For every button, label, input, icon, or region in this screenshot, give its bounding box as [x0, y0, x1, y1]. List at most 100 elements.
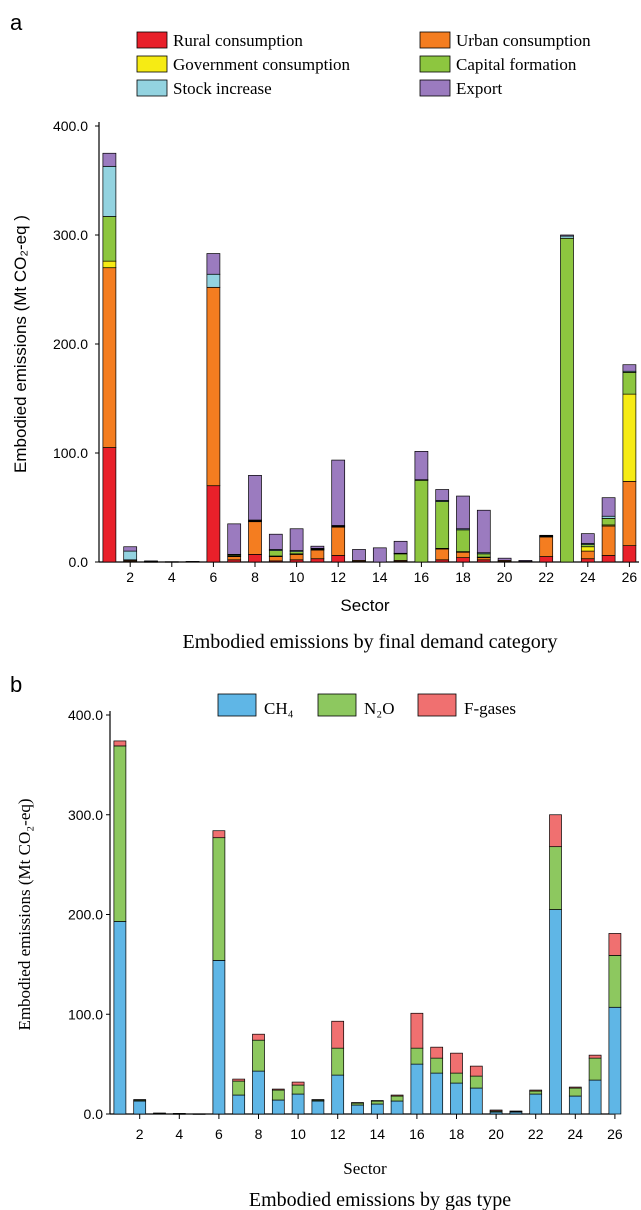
bar-segment: [123, 550, 138, 561]
bar-segment: [102, 260, 117, 269]
x-tick-label: 14: [372, 569, 388, 585]
bar-segment: [351, 1102, 364, 1104]
bar-segment: [390, 1095, 404, 1102]
x-axis-title: Sector: [340, 596, 389, 615]
legend-item: Government consumption: [136, 55, 351, 74]
legend-label: N₂O: [364, 699, 394, 718]
legend-label: Stock increase: [173, 79, 272, 98]
legend-item: F-gases: [417, 693, 516, 718]
bar-segment: [568, 1086, 582, 1089]
bar-segment: [331, 555, 346, 563]
x-tick-label: 16: [414, 569, 430, 585]
bar-segment: [469, 1075, 483, 1089]
bar-segment: [435, 489, 450, 501]
x-tick-label: 26: [607, 1126, 623, 1142]
bar-segment: [113, 740, 127, 747]
legend-swatch: [417, 693, 457, 717]
bar-segment: [289, 528, 304, 551]
bar-segment: [390, 1100, 404, 1115]
y-tick-label: 300.0: [68, 807, 103, 823]
y-tick-label: 100.0: [53, 445, 88, 461]
legend-swatch: [136, 55, 168, 73]
bar-segment: [212, 837, 226, 961]
bar-segment: [456, 551, 470, 558]
bar-segment: [248, 474, 262, 521]
bar-segment: [469, 1087, 483, 1115]
bar-segment: [331, 1020, 345, 1049]
bar-segment: [601, 525, 616, 556]
bar-segment: [331, 1047, 345, 1076]
x-tick-label: 8: [255, 1126, 263, 1142]
bar-segment: [601, 497, 616, 517]
bar-segment: [622, 480, 637, 546]
legend-swatch: [419, 55, 451, 73]
legend-item: N₂O: [317, 693, 394, 718]
bar-segment: [206, 286, 221, 487]
legend-label: Government consumption: [173, 55, 351, 74]
bar-segment: [410, 1012, 424, 1049]
bar-segment: [206, 485, 221, 563]
bar-segment: [252, 1039, 265, 1072]
x-axis-title: Sector: [343, 1159, 387, 1178]
x-tick-label: 12: [330, 1126, 346, 1142]
bar-segment: [450, 1072, 463, 1084]
x-tick-label: 10: [290, 1126, 306, 1142]
bar-segment: [450, 1052, 463, 1074]
bar-segment: [372, 547, 387, 563]
bar-segment: [212, 830, 226, 839]
bar-segment: [393, 553, 408, 561]
bar-segment: [291, 1081, 305, 1086]
panel-label: a: [10, 10, 23, 35]
bar-segment: [153, 1112, 166, 1114]
bar-segment: [351, 1104, 364, 1115]
bar-segment: [549, 909, 562, 1115]
bar-segment: [232, 1094, 246, 1115]
bar-segment: [144, 560, 158, 562]
legend-swatch: [419, 79, 451, 97]
legend-swatch: [217, 693, 257, 717]
bars: [113, 740, 622, 1115]
bar-segment: [102, 165, 117, 217]
bar-segment: [291, 1084, 305, 1095]
bar-segment: [227, 523, 242, 555]
bar-segment: [588, 1057, 602, 1081]
legend: CH₄ N₂O F-gases: [217, 693, 516, 718]
chart-caption: Embodied emissions by final demand categ…: [183, 631, 558, 653]
bar-segment: [311, 1100, 325, 1115]
bar-segment: [529, 1093, 543, 1115]
bar-segment: [390, 1094, 404, 1097]
bar-segment: [509, 1110, 523, 1112]
y-tick-label: 400.0: [68, 707, 103, 723]
bar-segment: [529, 1090, 543, 1095]
bar-segment: [476, 553, 491, 558]
x-tick-label: 12: [330, 569, 346, 585]
bar-segment: [123, 546, 138, 552]
legend-label: Capital formation: [456, 55, 577, 74]
x-tick-label: 2: [126, 569, 134, 585]
y-axis-title: Embodied emissions (Mt CO₂-eq): [15, 798, 34, 1030]
bar-segment: [310, 549, 325, 560]
bar-segment: [393, 540, 408, 554]
y-tick-label: 300.0: [53, 227, 88, 243]
bar-segment: [450, 1082, 463, 1115]
bar-segment: [435, 548, 450, 561]
bar-segment: [164, 561, 179, 563]
bar-segment: [580, 558, 595, 563]
bar-segment: [430, 1057, 444, 1074]
bar-segment: [271, 1099, 285, 1115]
bar-segment: [622, 364, 637, 372]
bar-segment: [271, 1088, 285, 1091]
bar-segment: [271, 1089, 285, 1101]
bar-segment: [608, 955, 622, 1008]
y-axis-title: Embodied emissions (Mt CO₂-eq ): [11, 215, 30, 473]
bar-segment: [414, 451, 429, 481]
bar-segment: [102, 152, 117, 167]
bar-segment: [248, 521, 262, 555]
y-tick-label: 100.0: [68, 1006, 103, 1022]
bar-segment: [133, 1100, 147, 1115]
bar-segment: [212, 960, 226, 1115]
bar-segment: [370, 1100, 384, 1102]
bar-segment: [331, 459, 346, 526]
